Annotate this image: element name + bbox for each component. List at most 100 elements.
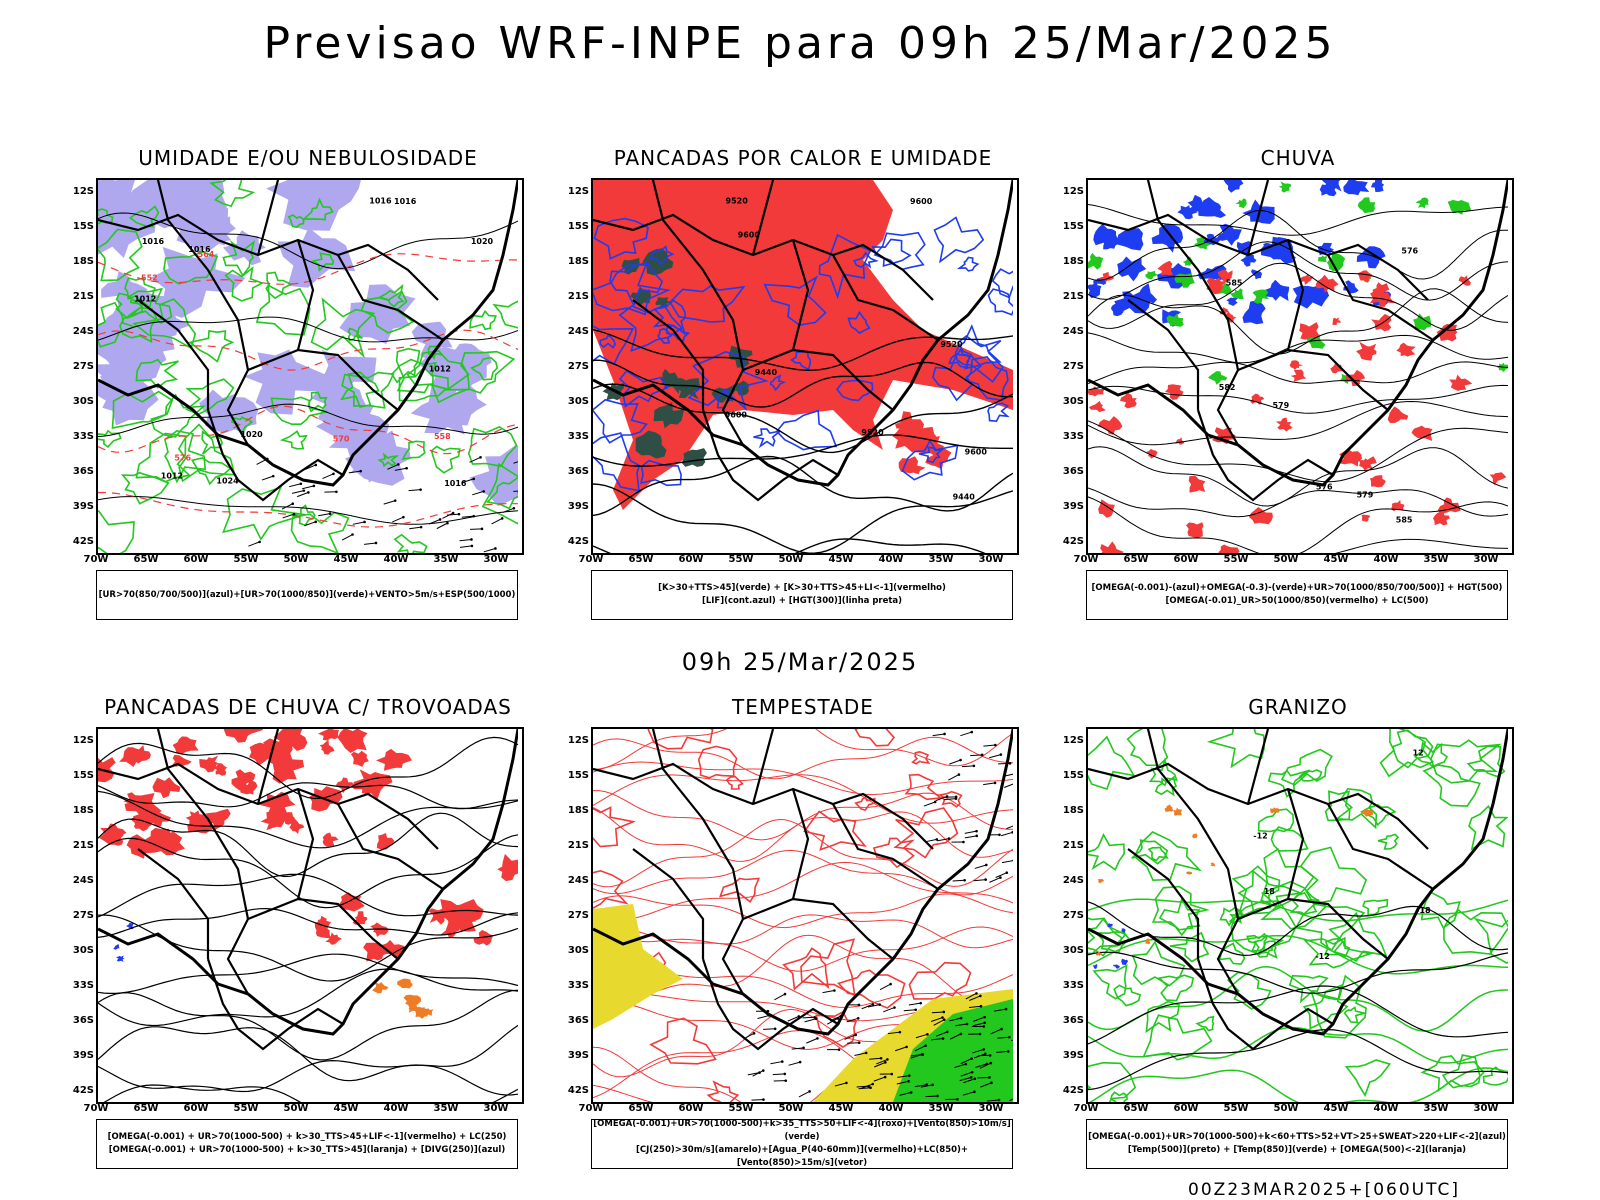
rain-area-red bbox=[1217, 269, 1233, 282]
latitude-tick-label: 24S bbox=[72, 326, 94, 337]
wind-vector bbox=[762, 1098, 765, 1101]
temperature-850-contour-green bbox=[1420, 891, 1461, 931]
longitude-tick-label: 65W bbox=[628, 1103, 654, 1114]
humidity-contour-green bbox=[222, 240, 256, 277]
wind-vector bbox=[335, 490, 338, 494]
wind-vector bbox=[878, 1003, 881, 1006]
wind-vector bbox=[261, 475, 274, 481]
thunderstorm-area-orange bbox=[421, 1008, 434, 1018]
wind-vector bbox=[770, 1061, 783, 1065]
latitude-tick-label: 21S bbox=[1062, 291, 1084, 302]
wind-vector bbox=[780, 1060, 784, 1063]
omega-area-green bbox=[1317, 255, 1327, 263]
lifted-index-contour-blue bbox=[593, 217, 649, 260]
wind-vector bbox=[914, 1045, 926, 1052]
temperature-850-contour-green bbox=[1231, 865, 1281, 920]
rain-area-red bbox=[1358, 456, 1377, 471]
lifted-index-contour-blue bbox=[987, 402, 1010, 423]
wind-vector bbox=[470, 538, 473, 541]
panel-title: PANCADAS DE CHUVA C/ TROVOADAS bbox=[104, 695, 512, 719]
lifted-index-contour-blue bbox=[753, 428, 781, 449]
latitude-tick-label: 33S bbox=[567, 980, 589, 991]
height-contour-500hpa bbox=[1088, 420, 1508, 483]
rain-area-red bbox=[1299, 322, 1319, 340]
precipitable-water-contour bbox=[725, 775, 744, 790]
wind-vector bbox=[763, 1028, 776, 1030]
latitude-tick-label: 39S bbox=[1062, 1050, 1084, 1061]
latitude-tick-label: 30S bbox=[1062, 396, 1084, 407]
lifted-index-contour-blue bbox=[918, 446, 945, 464]
humidity-contour-green bbox=[222, 485, 306, 541]
omega-area-blue bbox=[1240, 253, 1257, 267]
temperature-850-contour-green bbox=[1257, 940, 1278, 959]
temperature-850-contour-green bbox=[1343, 1006, 1368, 1024]
pressure-isobar bbox=[98, 212, 518, 270]
wind-vector bbox=[513, 461, 518, 464]
wind-vector bbox=[783, 1072, 787, 1076]
longitude-tick-label: 40W bbox=[383, 1103, 409, 1114]
thunderstorm-area-red bbox=[268, 741, 293, 766]
thunderstorm-area-orange bbox=[397, 978, 413, 989]
thunderstorm-area-red bbox=[376, 748, 412, 771]
longitude-tick-label: 50W bbox=[1273, 554, 1299, 565]
latitude-tick-label: 42S bbox=[1062, 1085, 1084, 1096]
contour-label: 564 bbox=[198, 250, 215, 259]
contour-label: 1012 bbox=[429, 365, 451, 374]
wind-vector bbox=[397, 463, 400, 466]
country-border bbox=[751, 729, 775, 805]
forecast-time-label: 09h 25/Mar/2025 bbox=[681, 648, 919, 676]
latitude-tick-label: 24S bbox=[567, 326, 589, 337]
humidity-area-blue bbox=[321, 349, 377, 393]
precipitable-water-contour bbox=[593, 926, 1013, 972]
wind-vector bbox=[847, 1042, 860, 1044]
wind-vector bbox=[857, 1003, 861, 1007]
longitude-tick-label: 45W bbox=[828, 554, 854, 565]
wind-vector bbox=[869, 1057, 882, 1060]
humidity-contour-green bbox=[307, 391, 328, 413]
country-border bbox=[206, 958, 344, 1051]
latitude-tick-label: 39S bbox=[72, 501, 94, 512]
contour-label: 9600 bbox=[910, 197, 933, 206]
latitude-tick-label: 18S bbox=[567, 256, 589, 267]
rain-area-red bbox=[1357, 270, 1375, 283]
lifted-index-contour-blue bbox=[769, 374, 787, 392]
country-border bbox=[1146, 180, 1240, 446]
omega-area-green bbox=[1447, 199, 1472, 215]
panel-title: PANCADAS POR CALOR E UMIDADE bbox=[613, 146, 993, 170]
wind-vector bbox=[978, 1032, 982, 1036]
wind-vector bbox=[834, 1082, 847, 1087]
wind-vector bbox=[883, 1007, 895, 1013]
country-border bbox=[1196, 409, 1334, 502]
wind-vector bbox=[949, 1033, 962, 1040]
humidity-contour-green bbox=[301, 197, 334, 221]
wind-vector bbox=[980, 753, 984, 757]
wind-vector bbox=[459, 545, 472, 548]
latitude-tick-label: 30S bbox=[72, 945, 94, 956]
contour-label: 1024 bbox=[216, 476, 239, 485]
wind-vector bbox=[895, 1046, 907, 1052]
country-border bbox=[632, 848, 705, 959]
precipitable-water-contour bbox=[908, 961, 972, 1000]
omega-area-blue bbox=[1292, 284, 1330, 309]
legend-line: [OMEGA(-0.001) + UR>70(1000-500) + k>30_… bbox=[107, 1132, 507, 1142]
contour-label: 579 bbox=[1357, 490, 1374, 499]
wind-vector bbox=[925, 1095, 938, 1098]
precipitable-water-contour bbox=[706, 1080, 740, 1102]
temperature-850-contour-green bbox=[1131, 940, 1186, 987]
wind-vector bbox=[998, 833, 1001, 837]
rain-area-red bbox=[1165, 384, 1184, 400]
temperature-850-contour-green bbox=[1362, 898, 1389, 916]
hail-area-blue bbox=[1121, 958, 1128, 965]
omega-area-blue bbox=[1093, 224, 1119, 246]
latitude-tick-label: 36S bbox=[72, 466, 94, 477]
wind-vector bbox=[941, 1037, 945, 1040]
latitude-tick-label: 39S bbox=[1062, 501, 1084, 512]
precipitable-water-contour bbox=[854, 796, 876, 812]
wind-vector bbox=[428, 519, 441, 525]
wind-vector bbox=[314, 520, 317, 524]
coastline bbox=[593, 180, 1013, 487]
wind-vector bbox=[931, 1038, 944, 1041]
precipitable-water-contour bbox=[593, 934, 1013, 1005]
longitude-tick-label: 40W bbox=[878, 554, 904, 565]
humidity-contour-green bbox=[270, 396, 328, 425]
